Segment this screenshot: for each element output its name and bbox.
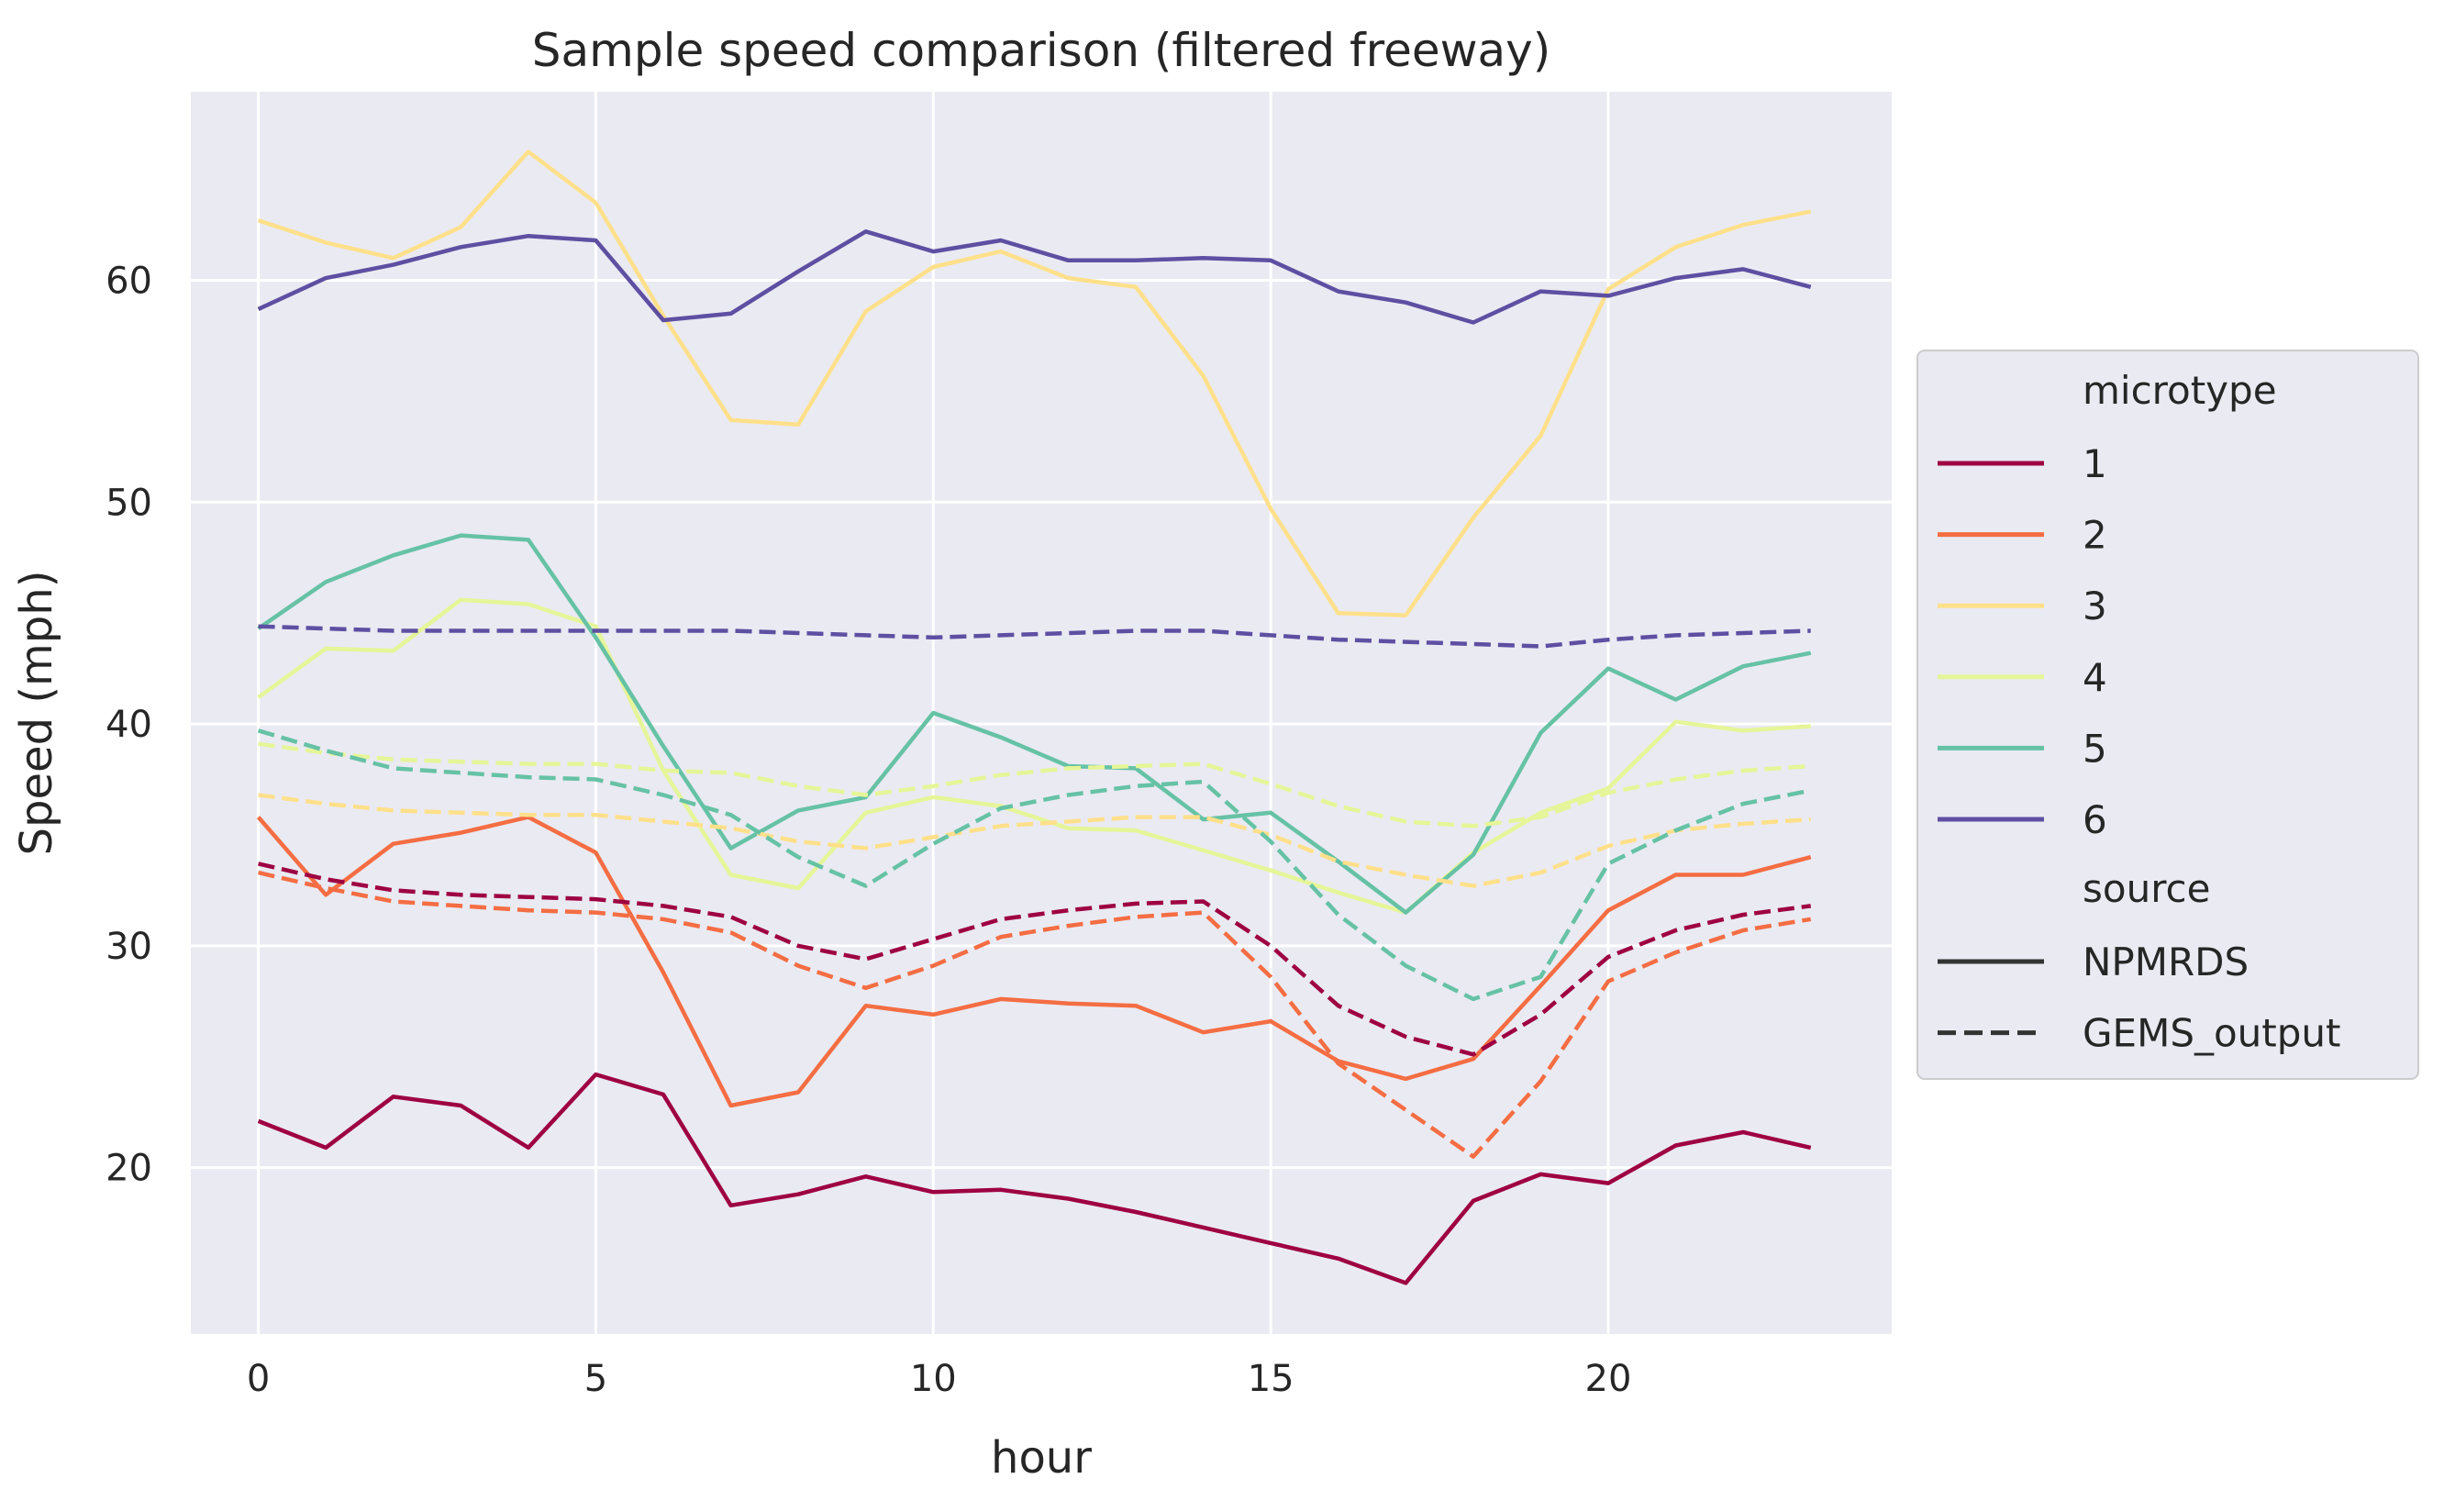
legend-label-1: 1 xyxy=(2083,441,2107,486)
legend: microtype 1 2 3 4 5 6 source NPMRDS GEMS_outpu… xyxy=(1916,350,2419,1080)
legend-label-3: 3 xyxy=(2083,584,2107,628)
y-tick-label: 40 xyxy=(106,704,152,746)
legend-style-entries: NPMRDS GEMS_output xyxy=(1938,939,2341,1056)
x-tick-label: 20 xyxy=(1585,1358,1632,1400)
series-line-2-gems-output xyxy=(258,870,1812,1159)
y-axis-label: Speed (mph) xyxy=(11,571,62,856)
legend-style-label: NPMRDS xyxy=(2083,939,2249,984)
grid xyxy=(191,92,1892,1334)
series-line-6-gems-output xyxy=(258,624,1811,649)
x-tick-label: 0 xyxy=(247,1358,270,1400)
series-line-5-gems-output xyxy=(257,728,1812,1002)
series-lines xyxy=(256,150,1812,1285)
legend-hue-title: microtype xyxy=(2083,368,2277,413)
legend-label-5: 5 xyxy=(2083,726,2107,771)
series-line-1-npmrds xyxy=(257,1072,1812,1285)
series-line-3-npmrds xyxy=(257,150,1812,617)
x-tick-label: 5 xyxy=(584,1358,607,1400)
legend-style-label: GEMS_output xyxy=(2083,1011,2341,1056)
series-line-5-npmrds xyxy=(257,533,1812,915)
series-line-1-gems-output xyxy=(258,862,1811,1057)
plot-area xyxy=(191,92,1892,1334)
chart-title: Sample speed comparison (filtered freewa… xyxy=(532,24,1550,77)
y-axis-ticks: 20 30 40 50 60 xyxy=(106,261,152,1190)
y-tick-label: 60 xyxy=(106,261,152,303)
y-tick-label: 30 xyxy=(106,926,152,968)
x-tick-label: 10 xyxy=(910,1358,957,1400)
series-line-4-npmrds xyxy=(257,597,1811,915)
y-tick-label: 20 xyxy=(106,1148,152,1190)
legend-label-2: 2 xyxy=(2083,513,2107,558)
x-axis-ticks: 0 5 10 15 20 xyxy=(247,1358,1632,1400)
y-tick-label: 50 xyxy=(106,482,152,524)
legend-hue-entries: 1 2 3 4 5 6 xyxy=(1938,441,2107,842)
legend-style-title: source xyxy=(2083,866,2210,911)
x-axis-label: hour xyxy=(991,1432,1092,1484)
series-line-6-npmrds xyxy=(257,229,1812,325)
legend-label-4: 4 xyxy=(2083,655,2107,700)
x-tick-label: 15 xyxy=(1248,1358,1294,1400)
series-line-2-npmrds xyxy=(256,815,1812,1108)
legend-label-6: 6 xyxy=(2083,797,2107,842)
